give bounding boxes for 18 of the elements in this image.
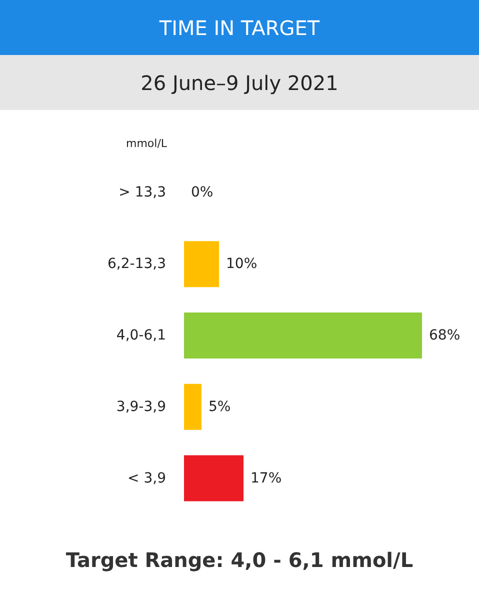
- data-label: 17%: [250, 470, 282, 486]
- y-axis-title: mmol/L: [126, 137, 168, 150]
- bar: [184, 312, 422, 358]
- data-label: 68%: [429, 328, 460, 344]
- data-label: 0%: [191, 184, 214, 201]
- data-label: 5%: [208, 398, 231, 415]
- bar: [184, 384, 202, 430]
- y-tick-label: 6,2-13,3: [108, 256, 166, 272]
- y-tick-label: < 3,9: [128, 470, 166, 486]
- text: Target Range: 4,0 - 6,1 mmol/L: [64, 548, 414, 572]
- chart-subtitle: 26 June–9 July 2021: [0, 55, 479, 110]
- data-label: 10%: [226, 256, 258, 272]
- y-tick-label: 3,9-3,9: [116, 398, 166, 415]
- y-tick-label: > 13,3: [118, 184, 166, 201]
- bar: [184, 455, 244, 502]
- bar: [184, 241, 219, 288]
- y-tick-label: 4,0-6,1: [116, 328, 166, 344]
- chart-title: TIME IN TARGET: [0, 0, 479, 55]
